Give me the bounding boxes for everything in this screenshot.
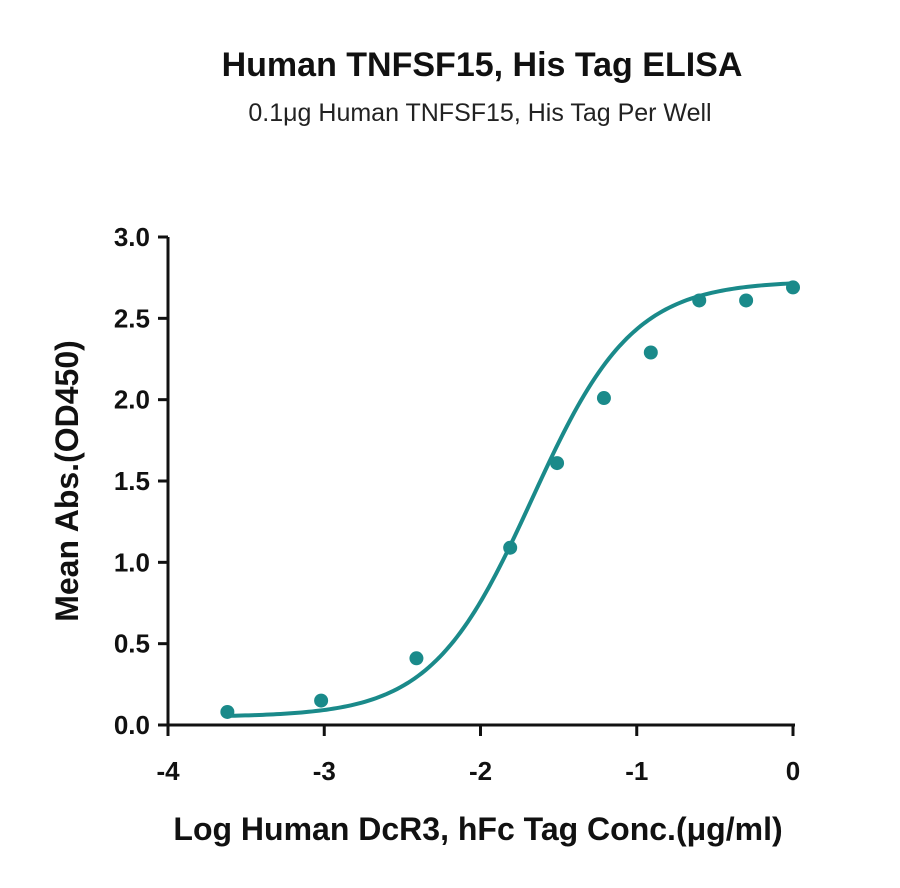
data-point [596,391,611,406]
data-points [220,280,800,719]
x-tick-label: -1 [625,756,648,786]
x-tick-label: 0 [786,756,800,786]
y-tick-label: 0.5 [114,629,150,659]
data-point [503,540,518,555]
chart-subtitle: 0.1μg Human TNFSF15, His Tag Per Well [248,99,711,127]
fit-curve [227,281,794,718]
data-point [643,345,658,360]
y-tick-label: 2.5 [114,303,150,333]
data-point [314,693,329,708]
x-tick-label: -3 [313,756,336,786]
y-tick-label: 3.0 [114,222,150,252]
y-tick-label: 1.0 [114,547,150,577]
y-axis-ticks: 0.0 0.5 1.0 1.5 2.0 2.5 3.0 [114,222,168,740]
data-point [786,280,800,295]
data-point [409,651,424,666]
x-tick-label: -4 [156,756,180,786]
y-tick-label: 0.0 [114,710,150,740]
data-point [550,456,565,471]
x-tick-label: -2 [469,756,492,786]
y-tick-label: 1.5 [114,466,150,496]
x-axis-label: Log Human DcR3, hFc Tag Conc.(μg/ml) [173,811,782,847]
y-axis-label: Mean Abs.(OD450) [49,340,85,622]
chart-title: Human TNFSF15, His Tag ELISA [222,46,743,84]
data-point [220,704,235,719]
y-tick-label: 2.0 [114,385,150,415]
x-axis-ticks: -4 -3 -2 -1 0 [156,725,800,786]
data-point [739,293,754,308]
data-point [692,293,707,308]
